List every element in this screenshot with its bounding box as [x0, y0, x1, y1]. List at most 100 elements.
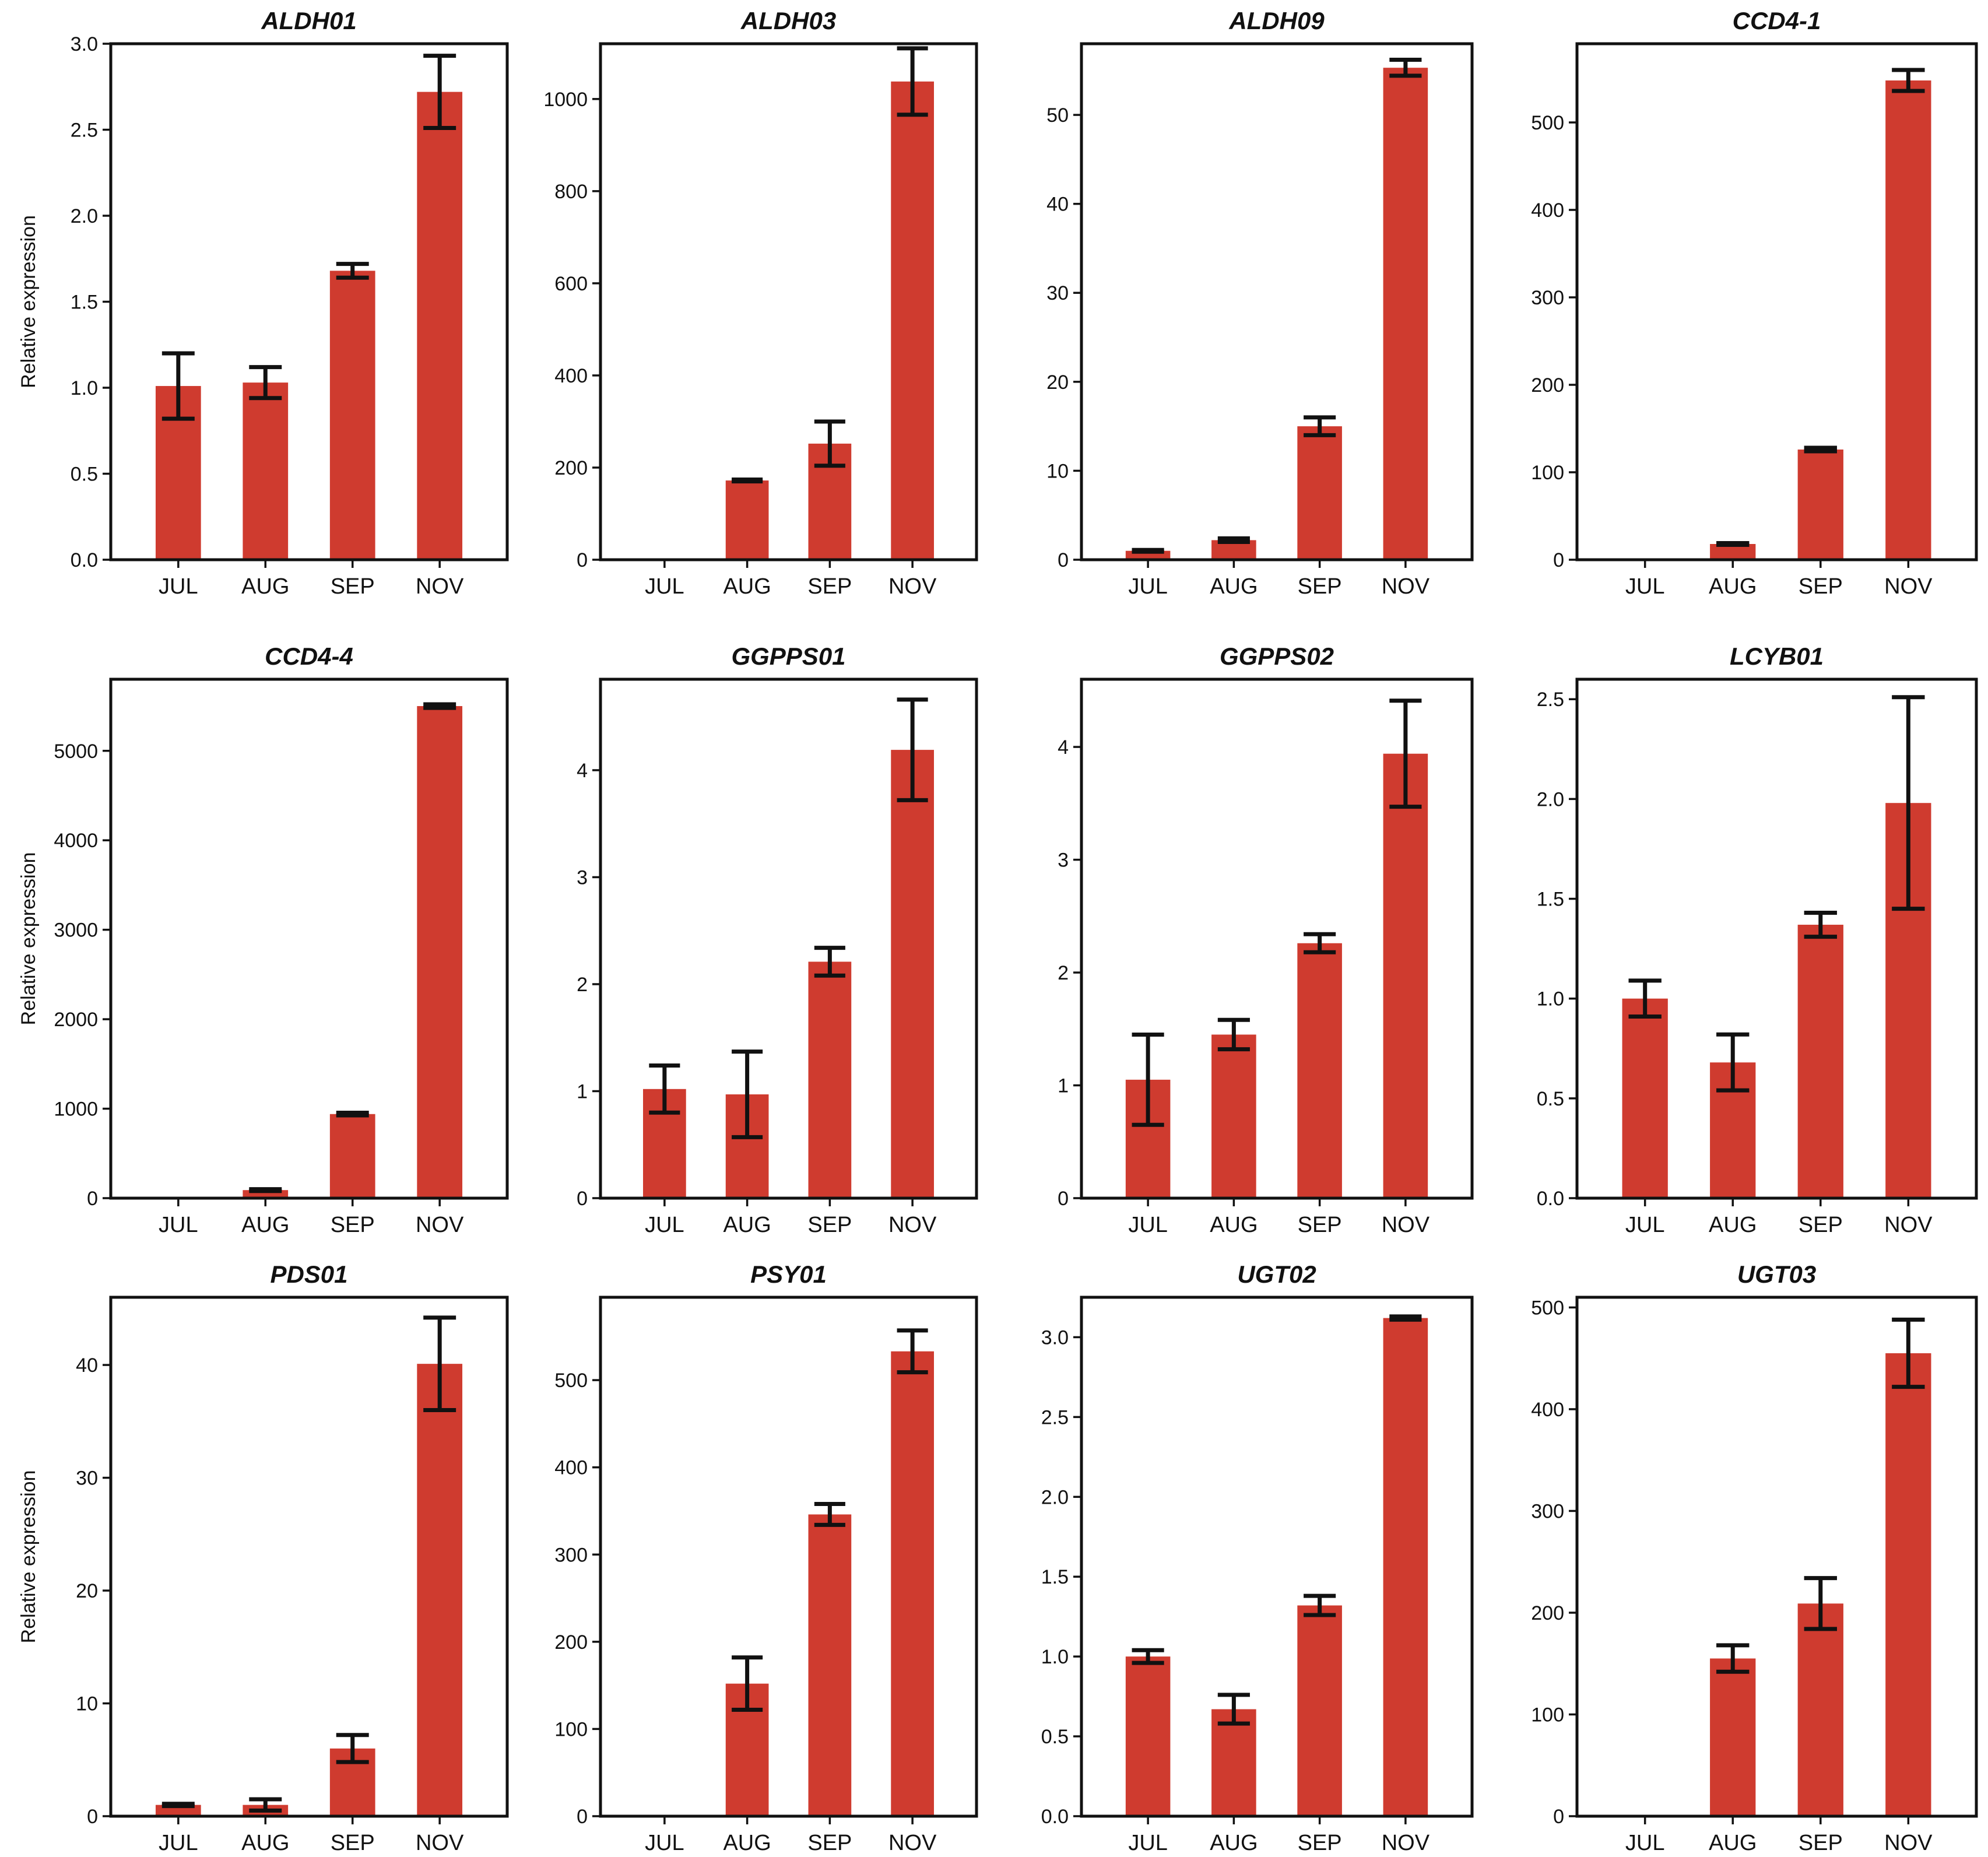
- axes-frame: [599, 42, 978, 561]
- y-tick-label: 3: [577, 866, 588, 889]
- x-tick-label-jul: JUL: [159, 1831, 198, 1855]
- chart-panel-ccd4-1: CCD4-1 0 100 200 300 400 500 JUL AUG SEP NOV: [1531, 7, 1978, 599]
- error-bar-jul: [1132, 1648, 1164, 1665]
- error-bar-aug: [249, 365, 282, 401]
- x-tick-label-aug: AUG: [1709, 1213, 1757, 1237]
- y-tick-label: 0.5: [1041, 1726, 1069, 1748]
- bar-sep: [1297, 943, 1342, 1198]
- x-tick-label-aug: AUG: [723, 1831, 771, 1855]
- chart-panel-ccd4-4: CCD4-4 0 1000 2000 3000 4000 5000 JUL AUG SEP NOV R…: [17, 643, 509, 1237]
- y-tick-label: 40: [1046, 194, 1069, 216]
- error-bar-sep: [1304, 1593, 1336, 1617]
- bar-jul: [1622, 998, 1668, 1198]
- bar-aug: [1710, 1658, 1756, 1816]
- chart-panel-ggpps02: GGPPS02 0 1 2 3 4 JUL AUG SEP NOV: [1058, 643, 1474, 1237]
- error-bar-nov: [1892, 695, 1925, 911]
- bar-nov: [891, 81, 934, 560]
- x-tick-label-sep: SEP: [1298, 574, 1342, 599]
- bar-aug: [243, 382, 289, 560]
- panel-title: PDS01: [270, 1261, 347, 1288]
- y-tick-label: 500: [1531, 112, 1564, 134]
- panel-title: LCYB01: [1730, 643, 1824, 670]
- x-tick-label-aug: AUG: [241, 574, 289, 599]
- y-tick-label: 0: [577, 549, 588, 571]
- y-tick-label: 3.0: [1041, 1326, 1069, 1349]
- x-tick-label-nov: NOV: [416, 1831, 464, 1855]
- x-tick-label-sep: SEP: [1298, 1213, 1342, 1237]
- error-bar-sep: [814, 946, 845, 978]
- y-tick-label: 0: [577, 1188, 588, 1210]
- y-tick-label: 300: [554, 1544, 588, 1566]
- axes-frame: [109, 677, 509, 1200]
- y-tick-label: 300: [1531, 1500, 1564, 1522]
- x-tick-label-sep: SEP: [807, 1213, 852, 1237]
- y-tick-label: 1000: [54, 1098, 98, 1121]
- error-bar-jul: [161, 351, 195, 421]
- x-tick-label-aug: AUG: [1210, 1213, 1258, 1237]
- x-tick-label-nov: NOV: [1884, 1831, 1933, 1855]
- error-bar-aug: [1716, 541, 1750, 547]
- axes-frame: [1080, 1296, 1474, 1818]
- y-tick-label: 400: [1531, 1399, 1564, 1421]
- chart-panel-ggpps01: GGPPS01 0 1 2 3 4 JUL AUG SEP NOV: [577, 643, 978, 1237]
- error-bar-sep: [1304, 932, 1336, 954]
- x-tick-label-sep: SEP: [807, 1831, 852, 1855]
- x-tick-label-aug: AUG: [241, 1213, 289, 1237]
- x-tick-label-aug: AUG: [723, 574, 771, 599]
- error-bar-nov: [1389, 698, 1422, 809]
- panel-title: UGT02: [1237, 1261, 1316, 1288]
- y-tick-label: 30: [76, 1468, 98, 1490]
- error-bar-aug: [1716, 1032, 1750, 1093]
- error-bar-aug: [732, 478, 763, 484]
- x-tick-label-nov: NOV: [1382, 1213, 1430, 1237]
- bar-nov: [1885, 1353, 1931, 1816]
- error-bar-jul: [1628, 978, 1662, 1019]
- y-tick-label: 1.0: [1537, 988, 1564, 1010]
- chart-panel-psy01: PSY01 0 100 200 300 400 500 JUL AUG SEP NOV: [554, 1261, 978, 1855]
- y-tick-label: 100: [1531, 462, 1564, 484]
- error-bar-sep: [1304, 415, 1336, 437]
- y-tick-label: 10: [76, 1693, 98, 1715]
- x-tick-label-nov: NOV: [416, 574, 464, 599]
- panel-title: ALDH01: [261, 7, 356, 34]
- panel-title: ALDH09: [1228, 7, 1325, 34]
- y-tick-label: 1000: [543, 89, 588, 111]
- y-tick-label: 3.0: [71, 33, 98, 55]
- panel-title: GGPPS02: [1220, 643, 1334, 670]
- y-tick-label: 400: [1531, 199, 1564, 222]
- y-tick-label: 0: [1553, 1806, 1564, 1828]
- axes-frame: [1575, 1296, 1978, 1818]
- bar-nov: [417, 92, 463, 560]
- error-bar-sep: [814, 419, 845, 468]
- x-tick-label-nov: NOV: [1382, 574, 1430, 599]
- y-tick-label: 0.0: [1537, 1188, 1564, 1210]
- panel-title: CCD4-1: [1733, 7, 1821, 34]
- x-tick-label-jul: JUL: [1128, 1831, 1168, 1855]
- error-bar-nov: [1892, 68, 1925, 93]
- x-tick-label-jul: JUL: [645, 1831, 684, 1855]
- bar-sep: [329, 271, 375, 560]
- bar-aug: [1211, 1034, 1256, 1198]
- y-tick-label: 0: [1058, 1188, 1069, 1210]
- axes-frame: [1080, 42, 1474, 561]
- x-tick-label-jul: JUL: [645, 1213, 684, 1237]
- error-bar-sep: [336, 1733, 369, 1764]
- error-bar-jul: [649, 1063, 680, 1115]
- x-tick-label-sep: SEP: [331, 1831, 375, 1855]
- y-tick-label: 20: [1046, 371, 1069, 394]
- y-tick-label: 50: [1046, 104, 1069, 127]
- y-tick-label: 2.5: [1041, 1406, 1069, 1428]
- bar-nov: [1383, 68, 1428, 560]
- y-tick-label: 0.5: [1537, 1088, 1564, 1110]
- y-tick-label: 0: [87, 1806, 98, 1828]
- x-tick-label-nov: NOV: [1382, 1831, 1430, 1855]
- y-tick-label: 3: [1058, 849, 1069, 872]
- chart-panel-ugt02: UGT02 0.0 0.5 1.0 1.5 2.0 2.5 3.0 JUL AUG SEP NOV: [1041, 1261, 1474, 1855]
- y-tick-label: 20: [76, 1580, 98, 1602]
- x-tick-label-jul: JUL: [159, 1213, 198, 1237]
- bar-nov: [417, 706, 463, 1198]
- error-bar-sep: [814, 1502, 845, 1527]
- error-bar-sep: [1804, 445, 1837, 454]
- chart-panel-ugt03: UGT03 0 100 200 300 400 500 JUL AUG SEP NOV: [1531, 1261, 1978, 1855]
